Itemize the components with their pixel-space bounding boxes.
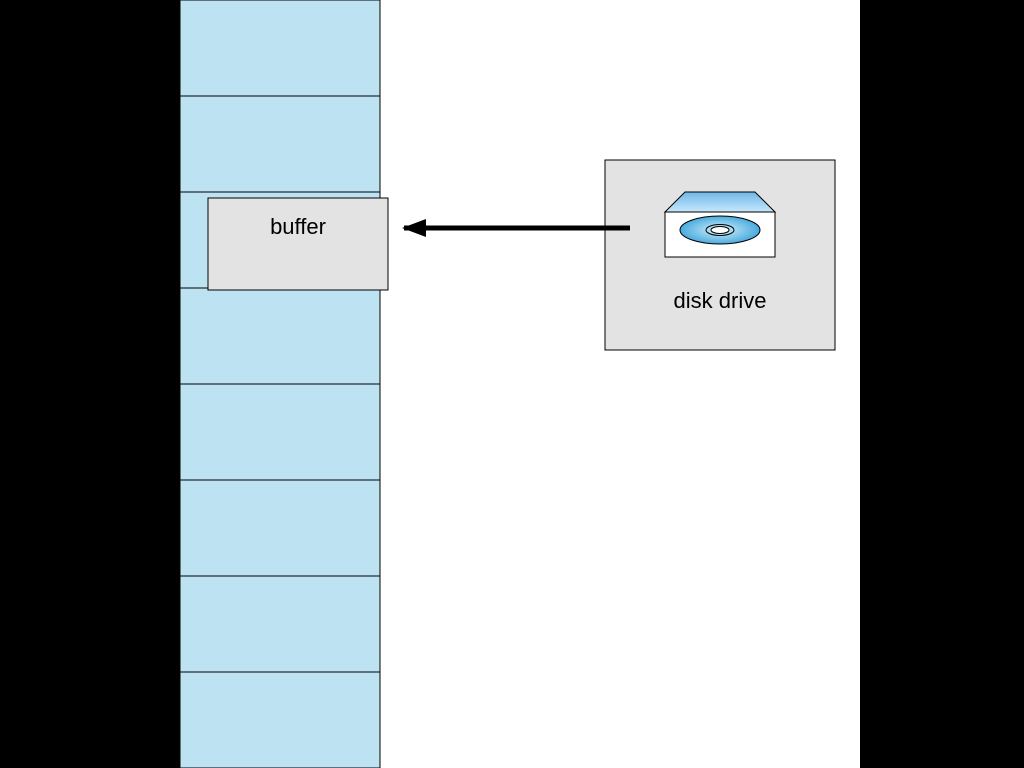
- disk-drive-label: disk drive: [674, 288, 767, 313]
- memory-cell: [180, 480, 380, 576]
- memory-cell: [180, 576, 380, 672]
- buffer-label: buffer: [270, 214, 326, 239]
- disk-icon: [711, 227, 729, 234]
- memory-cell: [180, 672, 380, 768]
- memory-cell: [180, 384, 380, 480]
- memory-cell: [180, 288, 380, 384]
- disk-icon: [665, 192, 775, 212]
- memory-cell: [180, 0, 380, 96]
- buffer-box: [208, 198, 388, 290]
- memory-cell: [180, 96, 380, 192]
